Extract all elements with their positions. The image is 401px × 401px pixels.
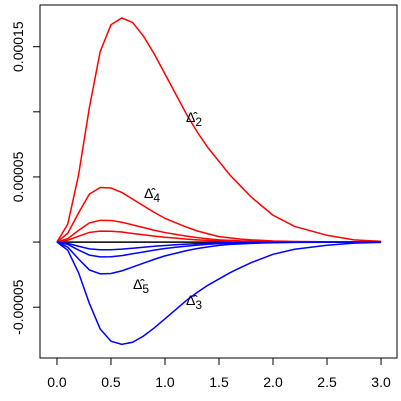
x-tick-label: 2.0: [263, 374, 283, 390]
y-tick-label: 0.00005: [10, 151, 26, 202]
x-tick-label: 0.5: [101, 374, 121, 390]
curve-label-symbol: Δ̂: [133, 276, 145, 292]
curve-label-subscript: 5: [142, 282, 149, 296]
y-tick-label: 0.00015: [10, 21, 26, 72]
curve-label-symbol: Δ̂: [186, 292, 198, 308]
curve-label: Δ̂4: [144, 185, 160, 205]
curve-label-symbol: Δ̂: [144, 185, 156, 201]
series-line: [56, 241, 382, 346]
curve-label: Δ̂3: [186, 292, 202, 312]
series-line: [56, 186, 382, 243]
x-tick-label: 2.5: [317, 374, 337, 390]
curve-label-subscript: 2: [195, 115, 202, 129]
curve-label: Δ̂2: [186, 109, 202, 129]
curve-label: Δ̂5: [133, 276, 149, 296]
curve-label-subscript: 4: [153, 191, 160, 205]
series-line: [56, 241, 382, 251]
y-tick-label: -0.00005: [10, 279, 26, 334]
x-tick-label: 1.5: [209, 374, 229, 390]
series-line: [56, 17, 382, 243]
x-tick-label: 3.0: [371, 374, 391, 390]
curve-label-symbol: Δ̂: [186, 109, 198, 125]
series-line: [56, 241, 382, 275]
curve-label-subscript: 3: [195, 298, 202, 312]
x-tick-label: 0.0: [47, 374, 67, 390]
x-tick-label: 1.0: [155, 374, 175, 390]
plot-box: [39, 4, 398, 359]
